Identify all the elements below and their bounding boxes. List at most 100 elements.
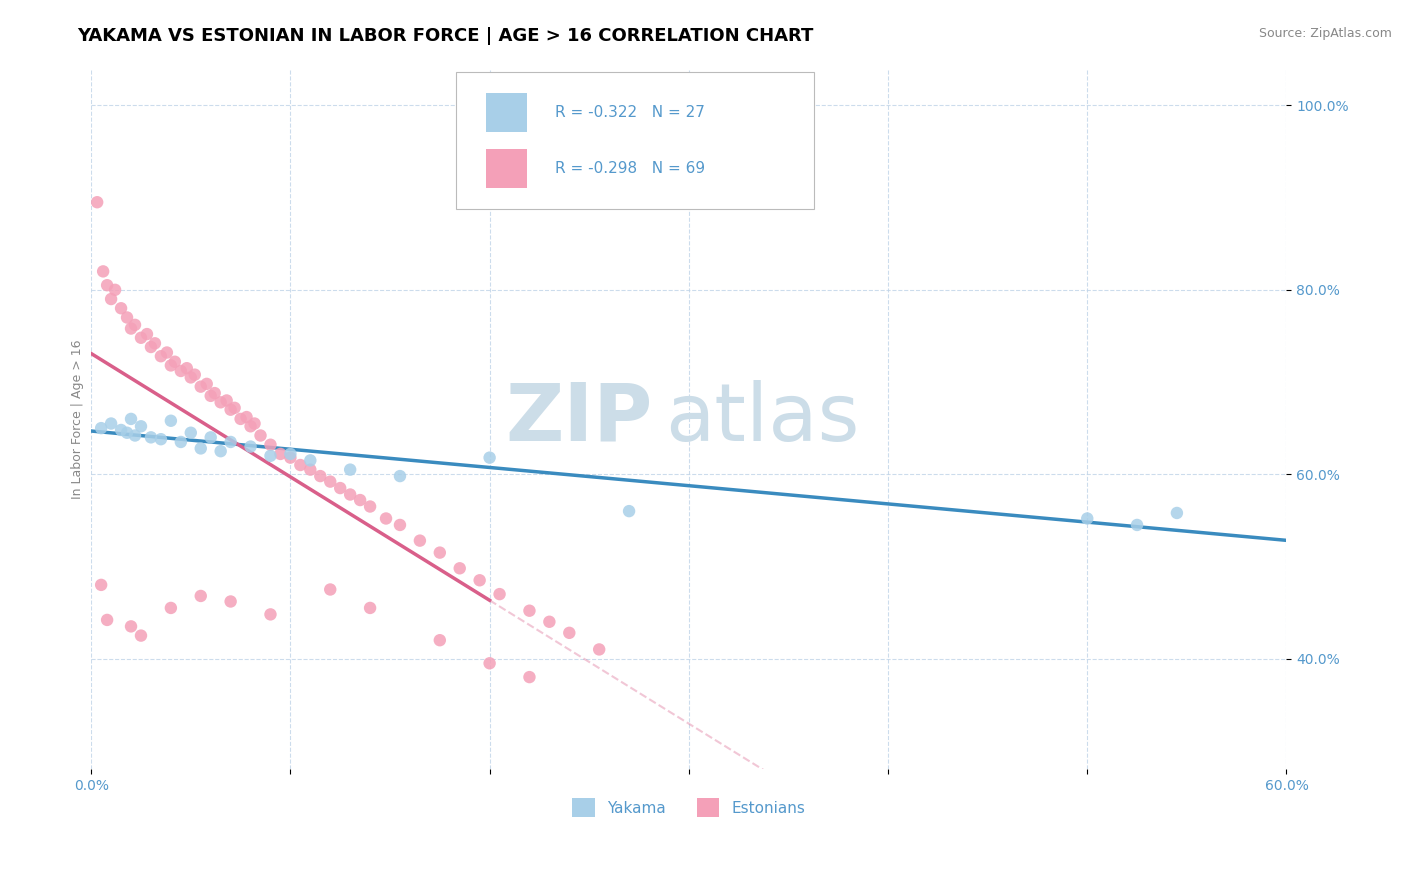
Point: [429, 546, 451, 560]
Point: [468, 574, 491, 588]
Point: [259, 449, 281, 463]
Point: [219, 402, 242, 417]
Point: [290, 458, 312, 472]
Point: [375, 511, 398, 525]
Point: [309, 469, 332, 483]
Point: [239, 440, 262, 454]
Point: [139, 340, 162, 354]
Point: [249, 428, 271, 442]
Point: [388, 518, 411, 533]
Point: [519, 670, 541, 684]
Point: [115, 425, 138, 440]
Point: [1076, 511, 1098, 525]
Point: [299, 462, 322, 476]
Text: YAKAMA VS ESTONIAN IN LABOR FORCE | AGE > 16 CORRELATION CHART: YAKAMA VS ESTONIAN IN LABOR FORCE | AGE …: [77, 27, 814, 45]
Point: [359, 500, 381, 514]
Point: [170, 364, 193, 378]
Point: [409, 533, 432, 548]
Point: [319, 582, 342, 597]
Point: [104, 283, 127, 297]
Point: [538, 615, 561, 629]
Point: [180, 370, 202, 384]
Point: [100, 292, 122, 306]
Point: [163, 355, 186, 369]
Point: [170, 434, 193, 449]
Point: [215, 393, 238, 408]
Point: [90, 578, 112, 592]
Point: [449, 561, 471, 575]
Point: [359, 601, 381, 615]
Point: [219, 594, 242, 608]
FancyBboxPatch shape: [485, 149, 527, 187]
Point: [184, 368, 207, 382]
Point: [120, 412, 142, 426]
Legend: Yakama, Estonians: Yakama, Estonians: [564, 791, 813, 825]
Point: [229, 412, 252, 426]
Point: [190, 379, 212, 393]
Point: [160, 359, 183, 373]
Point: [200, 430, 222, 444]
Point: [200, 389, 222, 403]
Point: [136, 327, 159, 342]
Point: [299, 453, 322, 467]
Point: [209, 395, 232, 409]
Point: [339, 462, 361, 476]
Point: [96, 613, 118, 627]
Point: [110, 423, 132, 437]
Point: [519, 604, 541, 618]
Point: [243, 417, 266, 431]
Point: [280, 450, 302, 465]
Point: [100, 417, 122, 431]
Point: [149, 349, 172, 363]
Text: Source: ZipAtlas.com: Source: ZipAtlas.com: [1258, 27, 1392, 40]
Point: [149, 432, 172, 446]
Point: [90, 421, 112, 435]
Point: [120, 619, 142, 633]
Point: [143, 336, 166, 351]
Point: [195, 376, 218, 391]
Point: [1166, 506, 1188, 520]
Point: [156, 345, 179, 359]
Point: [96, 278, 118, 293]
Y-axis label: In Labor Force | Age > 16: In Labor Force | Age > 16: [72, 339, 84, 499]
Point: [110, 301, 132, 316]
Point: [91, 264, 114, 278]
Point: [259, 438, 281, 452]
Point: [558, 625, 581, 640]
Point: [329, 481, 352, 495]
Point: [190, 589, 212, 603]
Point: [115, 310, 138, 325]
Point: [219, 434, 242, 449]
Point: [617, 504, 640, 518]
Point: [160, 414, 183, 428]
FancyBboxPatch shape: [485, 93, 527, 132]
Point: [235, 410, 257, 425]
Text: R = -0.322   N = 27: R = -0.322 N = 27: [555, 105, 704, 120]
Point: [129, 419, 152, 434]
Point: [339, 487, 361, 501]
Point: [120, 321, 142, 335]
Point: [319, 475, 342, 489]
Point: [239, 419, 262, 434]
Point: [269, 447, 291, 461]
Point: [349, 493, 371, 508]
Point: [180, 425, 202, 440]
Point: [86, 195, 108, 210]
Point: [280, 447, 302, 461]
Point: [160, 601, 183, 615]
Text: ZIP: ZIP: [506, 380, 652, 458]
Point: [429, 633, 451, 648]
Point: [478, 450, 501, 465]
Point: [209, 444, 232, 458]
Point: [478, 657, 501, 671]
Point: [588, 642, 610, 657]
Point: [129, 331, 152, 345]
Point: [176, 361, 198, 376]
Point: [129, 629, 152, 643]
Text: R = -0.298   N = 69: R = -0.298 N = 69: [555, 161, 704, 177]
Point: [124, 428, 146, 442]
Point: [124, 318, 146, 332]
Point: [488, 587, 510, 601]
Text: atlas: atlas: [665, 380, 859, 458]
Point: [224, 401, 246, 415]
